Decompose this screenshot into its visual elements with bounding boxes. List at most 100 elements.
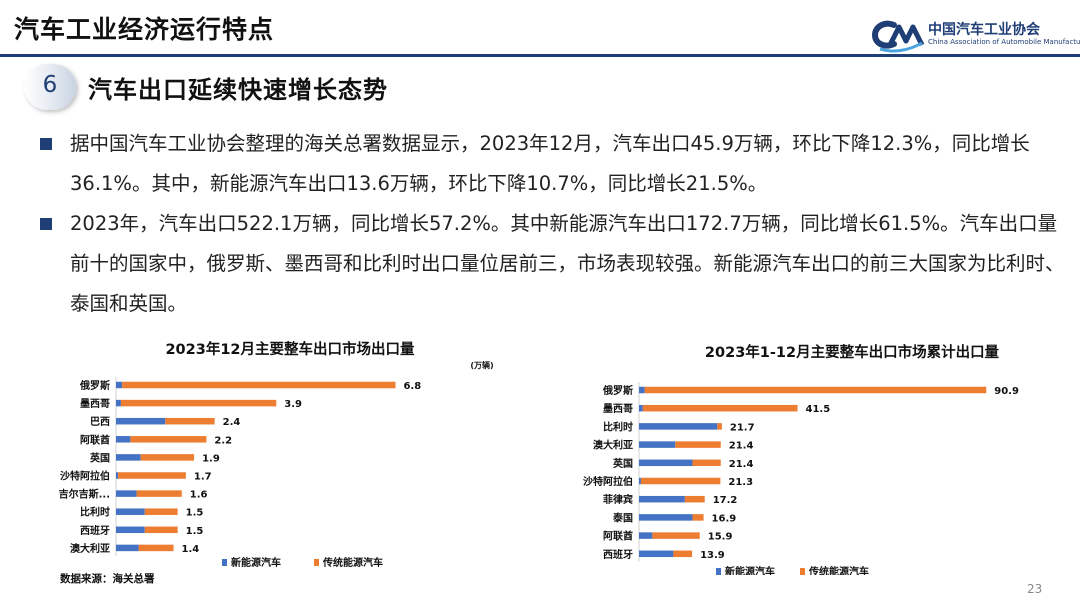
bar-segment-traditional (673, 550, 693, 558)
chart-title: 2023年1-12月主要整车出口市场累计出口量 (705, 343, 1000, 361)
bar-segment-traditional (642, 404, 798, 412)
bullet-item: 2023年，汽车出口522.1万辆，同比增长57.2%。其中新能源汽车出口172… (40, 204, 1070, 324)
caam-logo: 中国汽车工业协会 China Association of Automobile… (872, 17, 1080, 53)
bar-segment-nev (639, 495, 685, 503)
bullet-square-icon (40, 138, 52, 150)
logo-chinese-name: 中国汽车工业协会 (928, 22, 1040, 38)
category-label: 沙特阿拉伯 (583, 475, 633, 488)
data-label: 1.5 (186, 526, 204, 537)
bullet-list: 据中国汽车工业协会整理的海关总署数据显示，2023年12月，汽车出口45.9万辆… (40, 124, 1070, 324)
data-label: 17.2 (713, 495, 738, 506)
data-label: 1.4 (182, 544, 200, 555)
bar-segment-traditional (122, 381, 396, 389)
bar-segment-nev (116, 381, 123, 389)
chart-unit-label: (万辆) (470, 360, 493, 370)
bar-segment-nev (639, 386, 645, 394)
chart-december-export: 2023年12月主要整车出口市场出口量 (万辆) 俄罗斯 6.8 墨西哥 3.9 巴西 2.4… (59, 340, 494, 569)
category-label: 沙特阿拉伯 (60, 470, 110, 483)
bar-segment-traditional (144, 526, 178, 534)
legend-label: 新能源汽车 (725, 565, 775, 575)
bar-segment-nev (639, 550, 674, 558)
data-label: 2.4 (223, 417, 241, 428)
category-label: 阿联酋 (80, 433, 110, 446)
legend-swatch-nev (716, 568, 721, 575)
data-label: 21.3 (728, 477, 753, 488)
bar-segment-traditional (684, 495, 705, 503)
data-label: 41.5 (806, 404, 831, 415)
bar-segment-nev (116, 526, 145, 534)
caam-logo-mark-icon (872, 20, 925, 53)
logo-english-name: China Association of Automobile Manufact… (928, 38, 1080, 46)
bar-segment-traditional (640, 477, 721, 485)
bar-segment-traditional (138, 544, 174, 552)
bar-segment-nev (639, 532, 653, 539)
bar-segment-nev (116, 490, 137, 497)
category-label: 菲律宾 (603, 493, 633, 506)
bar-segment-traditional (118, 472, 186, 479)
section-number-badge: 6 (24, 64, 76, 110)
bar-segment-nev (639, 404, 643, 412)
bullet-text: 据中国汽车工业协会整理的海关总署数据显示，2023年12月，汽车出口45.9万辆… (70, 132, 1030, 195)
bar-segment-nev (639, 459, 693, 467)
bullet-item: 据中国汽车工业协会整理的海关总署数据显示，2023年12月，汽车出口45.9万辆… (40, 124, 1070, 204)
legend-swatch-traditional (800, 568, 805, 575)
category-label: 吉尔吉斯... (59, 488, 110, 501)
data-label: 1.9 (202, 453, 220, 464)
data-label: 16.9 (712, 513, 737, 524)
data-label: 1.7 (194, 472, 212, 483)
data-label: 2.2 (214, 435, 232, 446)
bar-segment-traditional (165, 417, 215, 425)
bar-segment-nev (639, 477, 641, 485)
bar-segment-traditional (120, 399, 277, 407)
category-label: 俄罗斯 (79, 379, 110, 392)
legend-label: 新能源汽车 (231, 556, 281, 569)
category-label: 比利时 (80, 506, 110, 519)
bar-segment-nev (116, 399, 121, 407)
bar-segment-nev (116, 436, 131, 443)
bar-segment-traditional (652, 532, 700, 539)
category-label: 比利时 (603, 420, 633, 433)
bar-segment-nev (639, 514, 693, 521)
section-number: 6 (42, 72, 58, 98)
data-label: 6.8 (403, 381, 421, 392)
bar-segment-traditional (144, 508, 178, 515)
legend-swatch-nev (222, 559, 227, 566)
data-source-note: 数据来源：海关总署 (60, 573, 155, 585)
category-label: 巴西 (90, 416, 110, 428)
bar-segment-traditional (692, 514, 704, 521)
bar-segment-traditional (130, 436, 207, 443)
category-label: 英国 (612, 457, 633, 470)
header-rule (0, 54, 1080, 57)
bar-segment-traditional (675, 441, 721, 448)
bullet-square-icon (40, 218, 52, 230)
category-label: 澳大利亚 (70, 542, 110, 555)
bar-segment-traditional (717, 423, 722, 430)
bar-segment-nev (639, 423, 718, 430)
chart-title: 2023年12月主要整车出口市场出口量 (165, 340, 415, 358)
legend-swatch-traditional (314, 559, 319, 566)
data-label: 21.4 (729, 441, 754, 452)
category-label: 俄罗斯 (602, 384, 633, 397)
bar-segment-nev (116, 472, 119, 479)
category-label: 墨西哥 (603, 403, 633, 415)
legend-label: 传统能源汽车 (808, 565, 869, 575)
category-label: 澳大利亚 (593, 439, 633, 452)
bar-segment-traditional (692, 459, 721, 467)
bar-segment-nev (116, 508, 145, 515)
bar-segment-nev (639, 441, 676, 448)
data-label: 21.4 (729, 459, 754, 470)
bar-segment-nev (116, 544, 139, 552)
category-label: 西班牙 (80, 524, 110, 537)
data-label: 1.5 (186, 508, 204, 519)
bar-segment-nev (116, 417, 166, 425)
bar-segment-traditional (140, 454, 195, 461)
bar-segment-traditional (136, 490, 182, 497)
page-header-title: 汽车工业经济运行特点 (14, 15, 275, 44)
bar-segment-nev (116, 454, 141, 461)
category-label: 西班牙 (603, 548, 633, 561)
legend-label: 传统能源汽车 (322, 556, 383, 569)
bar-segment-traditional (644, 386, 987, 394)
data-label: 3.9 (284, 399, 302, 410)
data-label: 90.9 (994, 386, 1019, 397)
